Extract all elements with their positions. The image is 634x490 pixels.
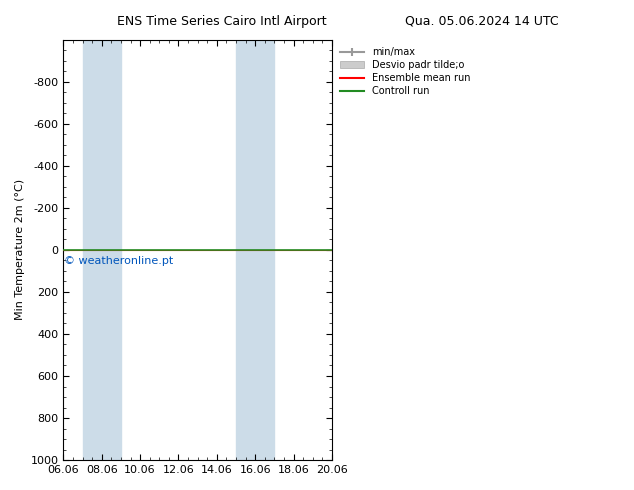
Text: ENS Time Series Cairo Intl Airport: ENS Time Series Cairo Intl Airport xyxy=(117,15,327,28)
Text: Qua. 05.06.2024 14 UTC: Qua. 05.06.2024 14 UTC xyxy=(405,15,559,28)
Bar xyxy=(236,40,275,460)
Legend: min/max, Desvio padr tilde;o, Ensemble mean run, Controll run: min/max, Desvio padr tilde;o, Ensemble m… xyxy=(337,45,473,99)
Y-axis label: Min Temperature 2m (°C): Min Temperature 2m (°C) xyxy=(15,179,25,320)
Text: © weatheronline.pt: © weatheronline.pt xyxy=(65,256,174,266)
Bar xyxy=(82,40,121,460)
